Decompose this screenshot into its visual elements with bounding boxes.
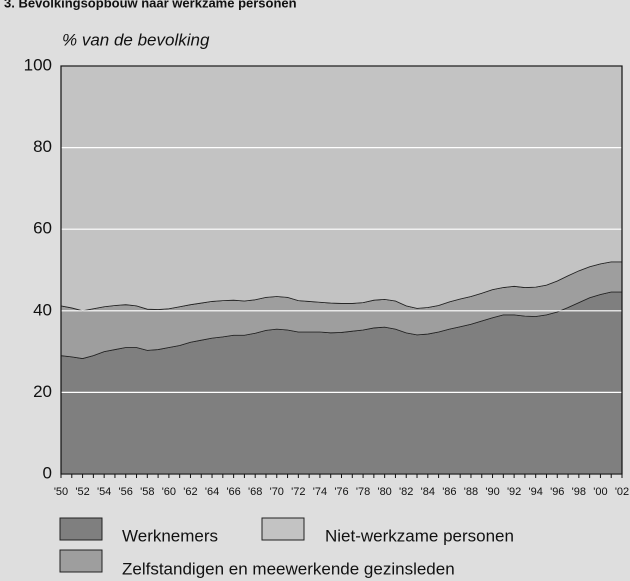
x-tick-label: '72 <box>291 486 305 498</box>
x-tick-label: '60 <box>162 486 176 498</box>
x-tick-label: '50 <box>54 486 68 498</box>
chart-title: 3. Bevolkingsopbouw naar werkzame person… <box>4 0 297 10</box>
legend-swatch <box>261 517 305 541</box>
x-tick-label: '66 <box>226 486 240 498</box>
legend-label: Niet-werkzame personen <box>325 526 514 545</box>
legend-swatch <box>59 549 103 573</box>
x-tick-label: '54 <box>97 486 111 498</box>
area <box>60 65 623 312</box>
x-tick-label: '82 <box>399 486 413 498</box>
x-tick-label: '98 <box>572 486 586 498</box>
x-tick-label: '52 <box>75 486 89 498</box>
legend-swatch <box>59 517 103 541</box>
x-tick-label: '56 <box>119 486 133 498</box>
x-tick-label: '64 <box>205 486 219 498</box>
x-tick-label: '80 <box>377 486 391 498</box>
y-tick-label: 80 <box>33 137 52 156</box>
y-axis-label: % van de bevolking <box>62 30 210 49</box>
y-tick-label: 20 <box>33 382 52 401</box>
x-tick-label: '88 <box>464 486 478 498</box>
y-tick-label: 60 <box>33 219 52 238</box>
x-tick-label: '94 <box>529 486 543 498</box>
x-tick-label: '02 <box>615 486 629 498</box>
y-tick-label: 0 <box>43 463 52 482</box>
x-tick-label: '92 <box>507 486 521 498</box>
x-tick-label: '74 <box>313 486 327 498</box>
y-tick-label: 40 <box>33 300 52 319</box>
x-tick-label: '90 <box>485 486 499 498</box>
x-tick-label: '78 <box>356 486 370 498</box>
x-tick-label: '86 <box>442 486 456 498</box>
x-tick-label: '58 <box>140 486 154 498</box>
x-tick-label: '00 <box>593 486 607 498</box>
y-tick-label: 100 <box>24 55 52 74</box>
legend-label: Werknemers <box>122 526 218 545</box>
legend-label: Zelfstandigen en meewerkende gezinsleden <box>122 559 455 578</box>
x-tick-label: '84 <box>421 486 435 498</box>
x-tick-label: '68 <box>248 486 262 498</box>
x-tick-label: '76 <box>334 486 348 498</box>
x-tick-label: '62 <box>183 486 197 498</box>
x-tick-label: '70 <box>270 486 284 498</box>
x-tick-label: '96 <box>550 486 564 498</box>
